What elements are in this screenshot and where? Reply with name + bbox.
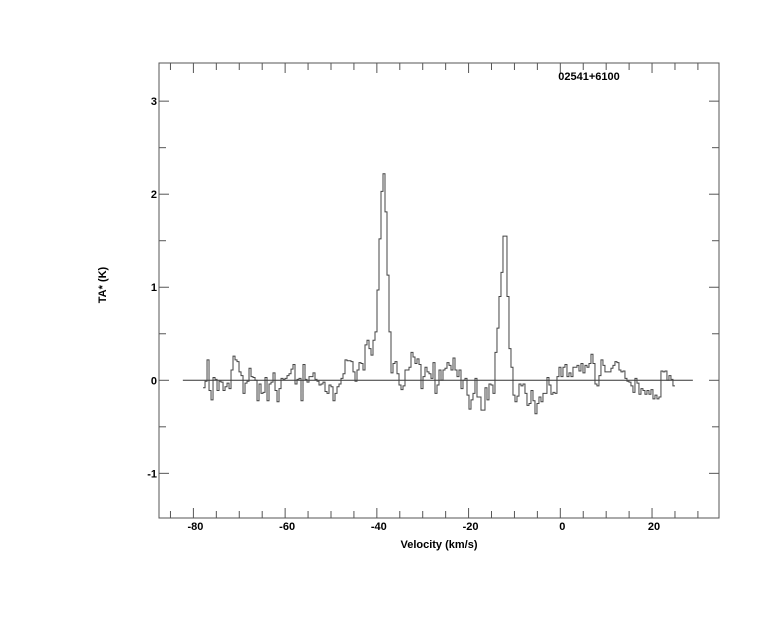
y-tick-label: 0 — [151, 375, 157, 387]
x-tick-label: -80 — [187, 521, 203, 533]
plot-frame — [158, 62, 720, 519]
y-tick-label: 2 — [151, 189, 157, 201]
x-tick-label: -40 — [371, 521, 387, 533]
x-tick-label: 20 — [648, 521, 660, 533]
spectrum-line — [203, 173, 675, 415]
x-tick-label: 0 — [559, 521, 565, 533]
y-tick-label: 3 — [151, 96, 157, 108]
source-name-annotation: 02541+6100 — [558, 71, 619, 83]
x-tick-label: -20 — [463, 521, 479, 533]
axis-ticks — [159, 63, 719, 518]
x-axis-label: Velocity (km/s) — [400, 539, 477, 551]
y-tick-label: 1 — [151, 282, 157, 294]
x-tick-label: -60 — [279, 521, 295, 533]
y-axis-label: TA* (K) — [97, 266, 109, 303]
y-tick-label: -1 — [147, 468, 157, 480]
tick-labels: -80 -60 -40 -20 0 20 -1 0 1 2 3 — [147, 96, 660, 533]
